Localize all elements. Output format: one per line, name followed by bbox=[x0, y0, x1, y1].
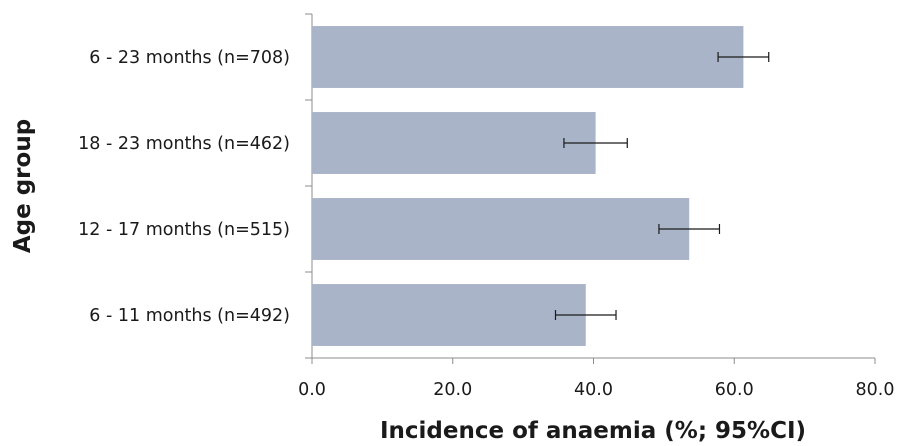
category-label: 6 - 23 months (n=708) bbox=[89, 48, 290, 68]
category-labels: 6 - 23 months (n=708) 18 - 23 months (n=4… bbox=[78, 48, 290, 326]
error-bar bbox=[554, 310, 617, 320]
error-bar bbox=[563, 138, 628, 148]
x-axis-ticks bbox=[311, 358, 876, 364]
bar bbox=[312, 198, 690, 260]
x-tick-label: 20.0 bbox=[433, 380, 472, 400]
y-axis-ticks bbox=[305, 13, 312, 359]
x-tick-label: 80.0 bbox=[856, 380, 895, 400]
x-axis-title: Incidence of anaemia (%; 95%CI) bbox=[380, 418, 806, 444]
bar bbox=[312, 112, 596, 174]
bar bbox=[312, 284, 586, 346]
category-label: 6 - 11 months (n=492) bbox=[89, 306, 290, 326]
error-bar bbox=[717, 52, 770, 62]
x-tick-label: 60.0 bbox=[715, 380, 754, 400]
error-bars bbox=[554, 52, 770, 320]
bar bbox=[312, 26, 744, 88]
category-label: 18 - 23 months (n=462) bbox=[78, 134, 290, 154]
x-tick-label: 0.0 bbox=[298, 380, 326, 400]
y-axis-title: Age group bbox=[10, 119, 36, 253]
bars bbox=[312, 26, 744, 346]
error-bar bbox=[658, 224, 721, 234]
x-tick-labels: 0.0 20.0 40.0 60.0 80.0 bbox=[298, 380, 894, 400]
x-tick-label: 40.0 bbox=[574, 380, 613, 400]
category-label: 12 - 17 months (n=515) bbox=[78, 220, 290, 240]
